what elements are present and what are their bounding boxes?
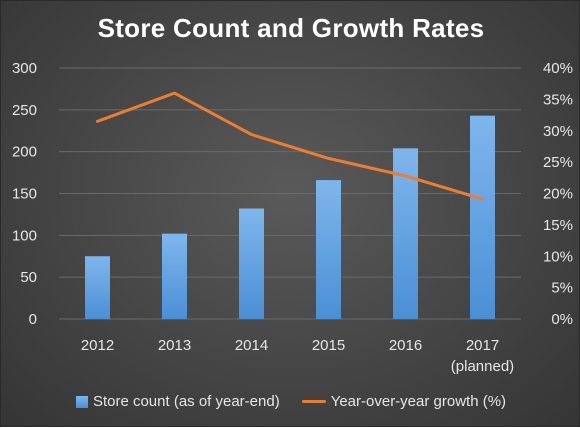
bar — [162, 234, 187, 319]
x-tick-label: 2014 — [235, 337, 268, 354]
x-axis: 2012 2013 2014 2015 2016 2017 (planned) — [81, 337, 514, 375]
right-tick-label: 0% — [551, 311, 573, 328]
left-tick-label: 100 — [12, 227, 37, 244]
line-series — [97, 93, 482, 199]
bar — [239, 209, 264, 319]
legend-item-store-count: Store count (as of year-end) — [76, 393, 280, 410]
left-axis: 0 50 100 150 200 250 300 — [12, 60, 37, 328]
left-tick-label: 300 — [12, 60, 37, 77]
left-tick-label: 0 — [29, 311, 37, 328]
right-tick-label: 5% — [551, 280, 573, 297]
legend-swatch-line — [302, 400, 326, 403]
x-tick-label: 2013 — [158, 337, 191, 354]
legend-label-store-count: Store count (as of year-end) — [93, 393, 280, 410]
bar — [316, 180, 341, 319]
x-tick-sublabel: (planned) — [451, 358, 514, 375]
gridlines — [59, 68, 521, 319]
x-tick-label: 2016 — [389, 337, 422, 354]
right-tick-label: 30% — [543, 123, 573, 140]
left-tick-label: 150 — [12, 186, 37, 203]
right-tick-label: 20% — [543, 186, 573, 203]
growth-line — [98, 93, 483, 199]
legend-item-growth: Year-over-year growth (%) — [302, 393, 506, 410]
right-tick-label: 35% — [543, 91, 573, 108]
right-tick-label: 40% — [543, 60, 573, 77]
right-tick-label: 10% — [543, 248, 573, 265]
x-tick-label: 2015 — [312, 337, 345, 354]
legend-swatch-bar — [76, 396, 88, 408]
left-tick-label: 50 — [20, 269, 37, 286]
bar — [470, 116, 495, 319]
right-tick-label: 15% — [543, 217, 573, 234]
x-tick-label: 2017 — [466, 337, 499, 354]
legend: Store count (as of year-end) Year-over-y… — [1, 393, 580, 410]
right-axis: 0% 5% 10% 15% 20% 25% 30% 35% 40% — [543, 60, 573, 328]
right-tick-label: 25% — [543, 154, 573, 171]
left-tick-label: 200 — [12, 144, 37, 161]
x-tick-label: 2012 — [81, 337, 114, 354]
bar — [85, 256, 110, 319]
left-tick-label: 250 — [12, 102, 37, 119]
legend-label-growth: Year-over-year growth (%) — [331, 393, 506, 410]
